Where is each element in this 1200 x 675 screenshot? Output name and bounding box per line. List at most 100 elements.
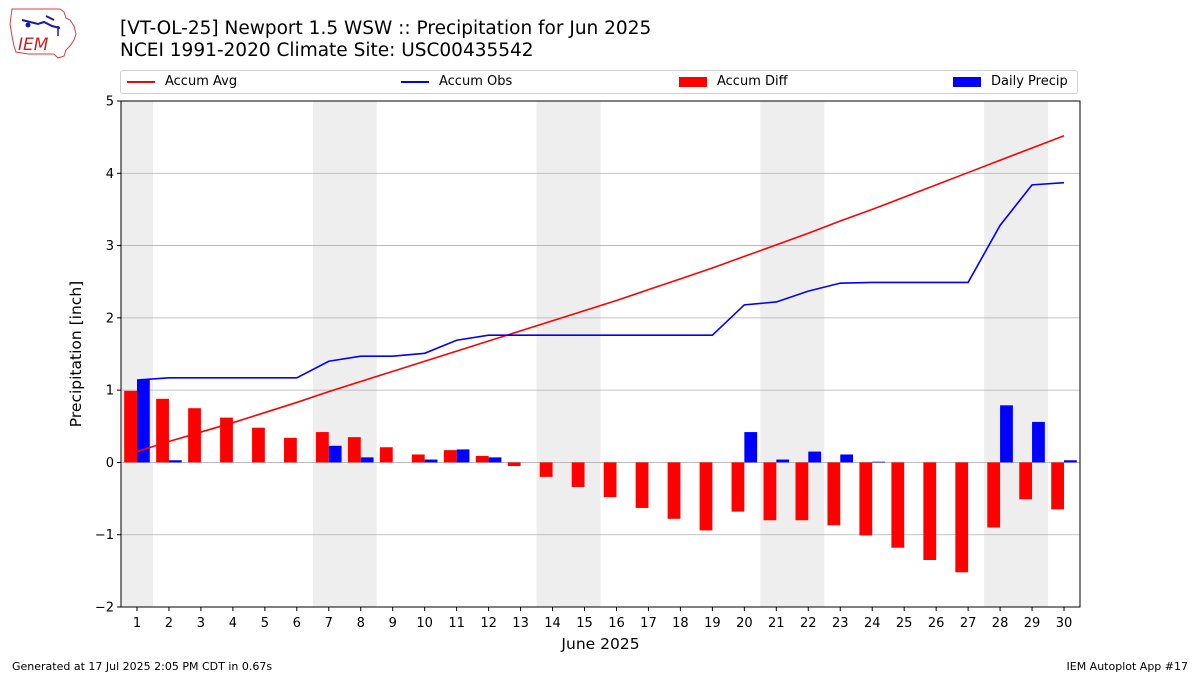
x-tick-label: 5 [261, 616, 269, 631]
x-tick-label: 18 [672, 616, 689, 631]
daily-precip-bar [136, 380, 150, 463]
daily-precip-bar [744, 432, 758, 463]
chart-title: [VT-OL-25] Newport 1.5 WSW :: Precipitat… [120, 18, 652, 39]
x-tick-label: 8 [357, 616, 365, 631]
app-credit: IEM Autoplot App #17 [1066, 660, 1189, 673]
daily-precip-bar [840, 454, 854, 463]
x-tick-label: 25 [896, 616, 913, 631]
accum-diff-bar [571, 462, 585, 488]
accum-diff-bar [699, 462, 713, 531]
x-tick-label: 1 [133, 616, 141, 631]
weekend-shade [984, 101, 1049, 607]
accum-diff-bar [603, 462, 617, 498]
x-axis-label: June 2025 [560, 635, 639, 653]
svg-text:IEM: IEM [18, 35, 49, 55]
accum-diff-bar [284, 437, 297, 463]
accum-diff-bar [507, 462, 521, 467]
accum-diff-bar [955, 462, 969, 573]
x-tick-label: 19 [704, 616, 721, 631]
chart-legend: Accum Avg Accum Obs Accum Diff Daily Pre… [120, 70, 1078, 94]
x-tick-label: 16 [608, 616, 625, 631]
daily-precip-bar [168, 460, 182, 463]
x-tick-label: 12 [480, 616, 497, 631]
y-tick-label: −2 [95, 601, 114, 616]
x-tick-label: 7 [325, 616, 333, 631]
x-tick-label: 6 [293, 616, 301, 631]
iowa-map-icon: IEM [9, 8, 77, 59]
accum-diff-bar [923, 462, 937, 561]
accum-diff-bar [891, 462, 905, 548]
x-tick-label: 14 [544, 616, 561, 631]
accum-diff-bar [411, 454, 425, 463]
accum-diff-bar [763, 462, 777, 521]
accum-diff-bar [252, 427, 265, 463]
x-tick-label: 2 [165, 616, 173, 631]
weekend-shade [312, 101, 377, 607]
x-tick-label: 4 [229, 616, 237, 631]
accum-diff-bar [124, 390, 137, 463]
x-tick-label: 21 [768, 616, 785, 631]
weekend-shade [536, 101, 601, 607]
accum-diff-bar [635, 462, 649, 508]
x-tick-label: 9 [389, 616, 397, 631]
y-tick-label: 4 [106, 167, 114, 182]
legend-label: Accum Avg [165, 74, 238, 89]
accum-diff-bar [188, 408, 201, 463]
accum-diff-bar [539, 462, 553, 477]
legend-swatch [401, 80, 429, 83]
accum-diff-bar [667, 462, 681, 519]
x-tick-label: 13 [512, 616, 529, 631]
y-tick-label: 2 [106, 311, 114, 326]
daily-precip-bar [872, 461, 886, 463]
x-tick-label: 20 [736, 616, 753, 631]
accum-diff-bar [443, 450, 457, 463]
legend-label: Daily Precip [991, 74, 1068, 89]
x-tick-label: 3 [197, 616, 205, 631]
daily-precip-bar [424, 459, 438, 463]
x-tick-label: 11 [448, 616, 465, 631]
weekend-shade [121, 101, 153, 607]
daily-precip-bar [1000, 405, 1013, 463]
legend-item-accum-obs: Accum Obs [401, 74, 512, 89]
accum-obs-line [136, 181, 1065, 381]
accum-diff-bar [379, 447, 393, 463]
daily-precip-bar [488, 457, 502, 463]
accum-diff-bar [827, 462, 841, 526]
legend-swatch [953, 76, 981, 87]
daily-precip-bar [1032, 421, 1045, 463]
daily-precip-bar [776, 459, 790, 463]
accum-diff-bar [795, 462, 809, 521]
y-tick-label: 0 [106, 456, 114, 471]
legend-item-accum-avg: Accum Avg [127, 74, 237, 89]
y-tick-label: 1 [106, 384, 114, 399]
accum-avg-line [136, 134, 1065, 453]
chart-subtitle: NCEI 1991-2020 Climate Site: USC00435542 [120, 40, 534, 61]
x-tick-label: 17 [640, 616, 657, 631]
x-tick-label: 30 [1056, 616, 1073, 631]
legend-label: Accum Obs [439, 74, 513, 89]
accum-diff-bar [731, 462, 745, 512]
daily-precip-bar [328, 445, 342, 463]
accum-diff-bar [156, 398, 169, 463]
x-tick-label: 28 [992, 616, 1009, 631]
accum-diff-bar [987, 462, 1001, 528]
accum-diff-bar [1051, 462, 1065, 510]
accum-diff-bar [315, 432, 329, 463]
legend-item-daily-precip: Daily Precip [953, 74, 1068, 89]
legend-swatch [127, 80, 155, 83]
weekend-shade [760, 101, 825, 607]
daily-precip-bar [1064, 460, 1077, 463]
accum-diff-bar [475, 455, 489, 463]
generated-timestamp: Generated at 17 Jul 2025 2:05 PM CDT in … [12, 660, 273, 673]
y-tick-label: 3 [106, 239, 114, 254]
accum-diff-bar [1019, 462, 1033, 500]
daily-precip-bar [456, 449, 470, 463]
legend-swatch [679, 76, 707, 87]
iem-logo: IEM [8, 6, 80, 60]
x-tick-label: 10 [416, 616, 433, 631]
plot-frame [120, 100, 1081, 608]
accum-diff-bar [347, 437, 361, 463]
y-axis-label: Precipitation [inch] [67, 281, 85, 427]
legend-label: Accum Diff [717, 74, 788, 89]
